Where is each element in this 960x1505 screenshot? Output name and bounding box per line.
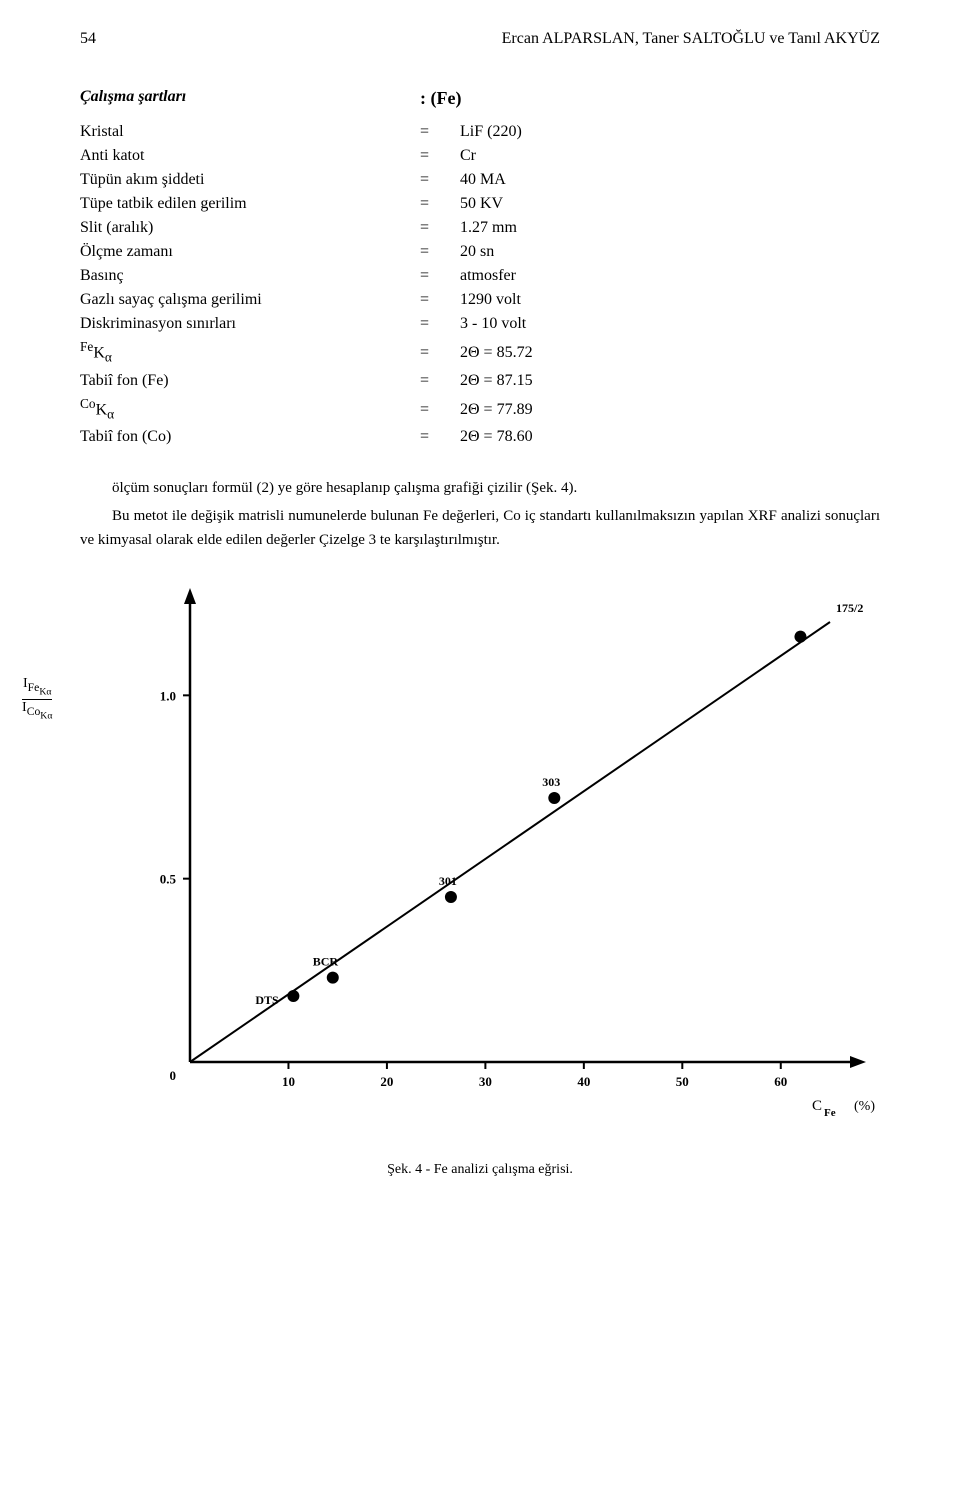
paragraph-1: ölçüm sonuçları formül (2) ye göre hesap… bbox=[80, 476, 880, 500]
body-text: ölçüm sonuçları formül (2) ye göre hesap… bbox=[80, 476, 880, 552]
condition-row: FeKα=2Θ = 85.72 bbox=[80, 339, 880, 366]
svg-text:50: 50 bbox=[676, 1074, 689, 1089]
condition-row: Tabiî fon (Co)=2Θ = 78.60 bbox=[80, 428, 880, 446]
svg-text:Fe: Fe bbox=[824, 1107, 836, 1119]
conditions-title-label: Çalışma şartları bbox=[80, 88, 420, 109]
conditions-title: Çalışma şartları : (Fe) bbox=[80, 88, 880, 109]
svg-text:20: 20 bbox=[380, 1074, 393, 1089]
figure-caption: Şek. 4 - Fe analizi çalışma eğrisi. bbox=[80, 1162, 880, 1178]
svg-text:10: 10 bbox=[282, 1074, 295, 1089]
condition-row: Tüpe tatbik edilen gerilim=50 KV bbox=[80, 195, 880, 213]
svg-text:0.5: 0.5 bbox=[160, 872, 177, 887]
page-number: 54 bbox=[80, 30, 96, 48]
svg-text:40: 40 bbox=[577, 1074, 590, 1089]
condition-row: Kristal=LiF (220) bbox=[80, 123, 880, 141]
condition-row: Diskriminasyon sınırları=3 - 10 volt bbox=[80, 315, 880, 333]
condition-row: Ölçme zamanı=20 sn bbox=[80, 243, 880, 261]
condition-row: Anti katot=Cr bbox=[80, 147, 880, 165]
conditions-title-sep: : (Fe) bbox=[420, 88, 460, 109]
authors: Ercan ALPARSLAN, Taner SALTOĞLU ve Tanıl… bbox=[502, 30, 880, 48]
condition-row: Gazlı sayaç çalışma gerilimi=1290 volt bbox=[80, 291, 880, 309]
svg-text:0: 0 bbox=[170, 1068, 177, 1083]
y-axis-label: IFeKα ICoKα bbox=[22, 676, 52, 722]
svg-text:(%): (%) bbox=[854, 1099, 875, 1114]
svg-text:C: C bbox=[812, 1098, 822, 1114]
svg-text:60: 60 bbox=[774, 1074, 787, 1089]
condition-row: Basınç=atmosfer bbox=[80, 267, 880, 285]
svg-text:1.0: 1.0 bbox=[160, 688, 176, 703]
chart-svg: 0.5 1.0 10 20 30 40 50 60 0 175/2 DTS BCR 301 303 CFe (… bbox=[80, 582, 880, 1142]
svg-text:BCR: BCR bbox=[313, 955, 339, 969]
chart-fe-calibration: IFeKα ICoKα 0.51.01020304050600175/2DTSB… bbox=[80, 582, 880, 1142]
paragraph-2: Bu metot ile değişik matrisli numunelerd… bbox=[80, 504, 880, 552]
condition-row: CoKα=2Θ = 77.89 bbox=[80, 396, 880, 423]
page-header: 54 Ercan ALPARSLAN, Taner SALTOĞLU ve Ta… bbox=[80, 30, 880, 48]
svg-text:301: 301 bbox=[439, 874, 457, 888]
conditions-block: Çalışma şartları : (Fe) Kristal=LiF (220… bbox=[80, 88, 880, 446]
condition-row: Tüpün akım şiddeti=40 MA bbox=[80, 171, 880, 189]
svg-text:303: 303 bbox=[542, 775, 560, 789]
condition-row: Slit (aralık)=1.27 mm bbox=[80, 219, 880, 237]
conditions-rows: Kristal=LiF (220) Anti katot=Cr Tüpün akım… bbox=[80, 123, 880, 446]
svg-text:DTS: DTS bbox=[255, 993, 279, 1007]
condition-row: Tabiî fon (Fe)=2Θ = 87.15 bbox=[80, 372, 880, 390]
svg-text:30: 30 bbox=[479, 1074, 492, 1089]
svg-text:175/2: 175/2 bbox=[836, 601, 863, 615]
